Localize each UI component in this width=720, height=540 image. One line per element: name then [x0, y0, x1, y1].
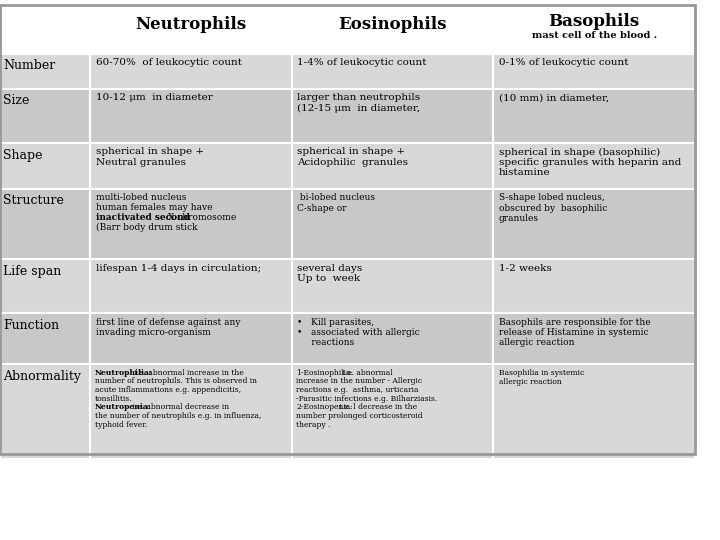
Text: first line of defense against any
invading micro-organism: first line of defense against any invadi…: [96, 318, 240, 337]
Text: Abnormality: Abnormality: [4, 370, 81, 383]
Text: Basophils: Basophils: [549, 14, 640, 30]
Text: number of neutrophils. This is observed in: number of neutrophils. This is observed …: [94, 377, 256, 386]
Bar: [292, 259, 493, 313]
Text: lifespan 1-4 days in circulation;: lifespan 1-4 days in circulation;: [96, 264, 261, 273]
Text: i.e. l decrease in the: i.e. l decrease in the: [337, 403, 417, 411]
Bar: [0, 5, 695, 454]
Bar: [493, 54, 695, 89]
Text: bi-lobed nucleus
C-shape or: bi-lobed nucleus C-shape or: [297, 193, 375, 213]
Bar: [493, 143, 695, 189]
Text: human females may have: human females may have: [96, 203, 212, 212]
Bar: [493, 259, 695, 313]
Text: therapy .: therapy .: [296, 421, 330, 429]
Text: -Parasitic infections e.g. Bilharziasis.: -Parasitic infections e.g. Bilharziasis.: [296, 395, 437, 403]
Text: Neutropenia:: Neutropenia:: [94, 403, 151, 411]
Text: 10-12 μm  in diameter: 10-12 μm in diameter: [96, 93, 212, 103]
Bar: [90, 5, 292, 49]
Text: Number: Number: [4, 59, 55, 72]
Text: several days
Up to  week: several days Up to week: [297, 264, 363, 283]
Text: multi-lobed nucleus: multi-lobed nucleus: [96, 193, 186, 202]
Text: 0-1% of leukocytic count: 0-1% of leukocytic count: [499, 58, 629, 68]
Text: spherical in shape +
Acidophilic  granules: spherical in shape + Acidophilic granule…: [297, 147, 408, 167]
Text: 1-2 weeks: 1-2 weeks: [499, 264, 552, 273]
Bar: [292, 364, 493, 459]
Bar: [90, 189, 292, 259]
Text: the number of neutrophils e.g. in influenza,: the number of neutrophils e.g. in influe…: [94, 412, 261, 420]
Bar: [493, 89, 695, 143]
Text: inactivated second: inactivated second: [96, 213, 190, 222]
Text: Neutrophilia:: Neutrophilia:: [94, 369, 152, 377]
Bar: [292, 313, 493, 365]
Bar: [90, 259, 292, 313]
Bar: [90, 143, 292, 189]
Bar: [0, 89, 90, 143]
Bar: [292, 54, 493, 89]
Text: 1-Eosinophilia:: 1-Eosinophilia:: [296, 369, 354, 377]
Text: •   Kill parasites,
•   associated with allergic
     reactions: • Kill parasites, • associated with alle…: [297, 318, 420, 347]
Bar: [292, 143, 493, 189]
Text: Neutrophils: Neutrophils: [135, 16, 247, 33]
Bar: [0, 143, 90, 189]
Text: 1-4% of leukocytic count: 1-4% of leukocytic count: [297, 58, 427, 68]
Text: Basophils are responsible for the
release of Histamine in systemic
allergic reac: Basophils are responsible for the releas…: [499, 318, 651, 347]
Text: typhoid fever.: typhoid fever.: [94, 421, 147, 429]
Text: 2-Eosinopenia:: 2-Eosinopenia:: [296, 403, 353, 411]
Bar: [493, 189, 695, 259]
Bar: [493, 5, 695, 49]
Text: Function: Function: [4, 319, 60, 332]
Bar: [90, 364, 292, 459]
Bar: [0, 364, 90, 459]
Bar: [0, 54, 90, 89]
Text: i.e. abnormal decrease in: i.e. abnormal decrease in: [130, 403, 229, 411]
Text: Shape: Shape: [4, 148, 43, 161]
Text: i.e. abnormal: i.e. abnormal: [340, 369, 392, 377]
Text: Eosinophils: Eosinophils: [338, 16, 447, 33]
Text: (Barr body drum stick: (Barr body drum stick: [96, 222, 197, 232]
Bar: [0, 313, 90, 365]
Text: 60-70%  of leukocytic count: 60-70% of leukocytic count: [96, 58, 242, 68]
Text: tonsillitis.: tonsillitis.: [94, 395, 132, 403]
Text: X chromosome: X chromosome: [165, 213, 236, 222]
Bar: [0, 189, 90, 259]
Text: reactions e.g.  asthma, urticaria: reactions e.g. asthma, urticaria: [296, 386, 418, 394]
Bar: [90, 89, 292, 143]
Text: i.e. abnormal increase in the: i.e. abnormal increase in the: [132, 369, 244, 377]
Text: S-shape lobed nucleus,
obscured by  basophilic
granules: S-shape lobed nucleus, obscured by basop…: [499, 193, 608, 223]
Text: number prolonged corticosteroid: number prolonged corticosteroid: [296, 412, 423, 420]
Text: Basophilia in systemic
allergic reaction: Basophilia in systemic allergic reaction: [499, 369, 584, 386]
Text: spherical in shape (basophilic)
specific granules with heparin and
histamine: spherical in shape (basophilic) specific…: [499, 147, 681, 177]
Bar: [292, 89, 493, 143]
Bar: [292, 5, 493, 49]
Bar: [0, 259, 90, 313]
Text: mast cell of the blood .: mast cell of the blood .: [531, 31, 657, 40]
Bar: [90, 313, 292, 365]
Text: larger than neutrophils
(12-15 μm  in diameter,: larger than neutrophils (12-15 μm in dia…: [297, 93, 420, 113]
Text: acute inflammations e.g. appendicitis,: acute inflammations e.g. appendicitis,: [94, 386, 240, 394]
Bar: [493, 313, 695, 365]
Text: (10 mm) in diameter,: (10 mm) in diameter,: [499, 93, 609, 103]
Text: spherical in shape +
Neutral granules: spherical in shape + Neutral granules: [96, 147, 204, 167]
Bar: [292, 189, 493, 259]
Text: increase in the number - Allergic: increase in the number - Allergic: [296, 377, 422, 386]
Bar: [493, 364, 695, 459]
Bar: [90, 54, 292, 89]
Text: Structure: Structure: [4, 194, 64, 207]
Text: Life span: Life span: [4, 265, 62, 278]
Text: Size: Size: [4, 94, 30, 107]
